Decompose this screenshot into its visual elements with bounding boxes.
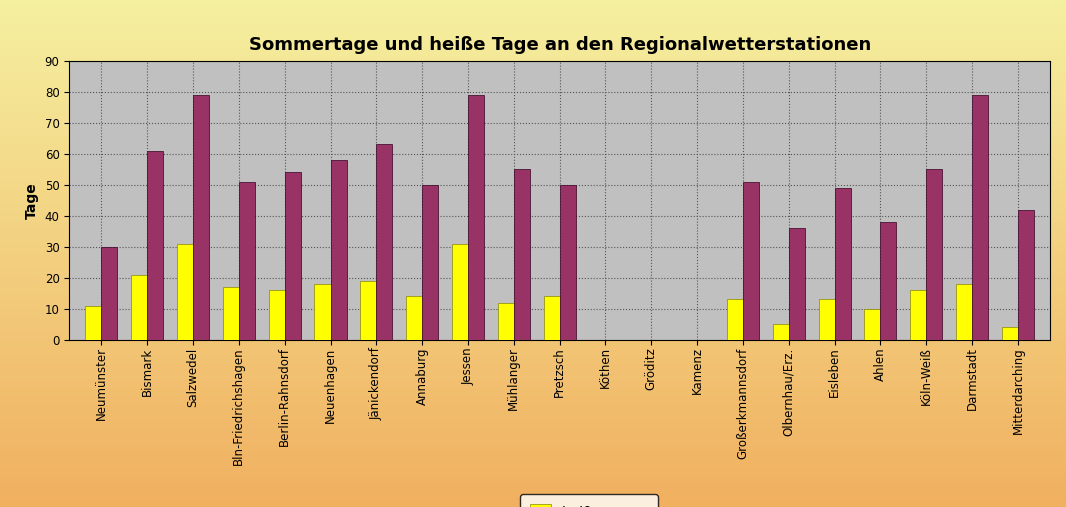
Bar [177,244,193,340]
Bar [468,95,484,340]
Bar [422,185,438,340]
Y-axis label: Tage: Tage [26,182,39,219]
Bar [773,324,789,340]
Bar [835,188,851,340]
Legend: heiß. Max., Somm. Max.: heiß. Max., Somm. Max. [520,494,658,507]
Bar [314,284,330,340]
Bar [514,169,530,340]
Bar [269,290,285,340]
Bar [285,172,301,340]
Bar [101,247,117,340]
Bar [819,300,835,340]
Bar [1018,209,1034,340]
Bar [223,287,239,340]
Bar [406,296,422,340]
Bar [544,296,560,340]
Bar [193,95,209,340]
Bar [498,303,514,340]
Bar [147,151,163,340]
Bar [910,290,926,340]
Bar [131,275,147,340]
Bar [376,144,392,340]
Bar [956,284,972,340]
Bar [452,244,468,340]
Bar [1002,328,1018,340]
Bar [972,95,988,340]
Bar [881,222,897,340]
Bar [743,182,759,340]
Bar [360,281,376,340]
Bar [330,160,346,340]
Bar [239,182,255,340]
Bar [560,185,576,340]
Bar [865,309,881,340]
Bar [789,228,805,340]
Bar [727,300,743,340]
Title: Sommertage und heiße Tage an den Regionalwetterstationen: Sommertage und heiße Tage an den Regiona… [248,35,871,54]
Bar [85,306,101,340]
Bar [926,169,942,340]
